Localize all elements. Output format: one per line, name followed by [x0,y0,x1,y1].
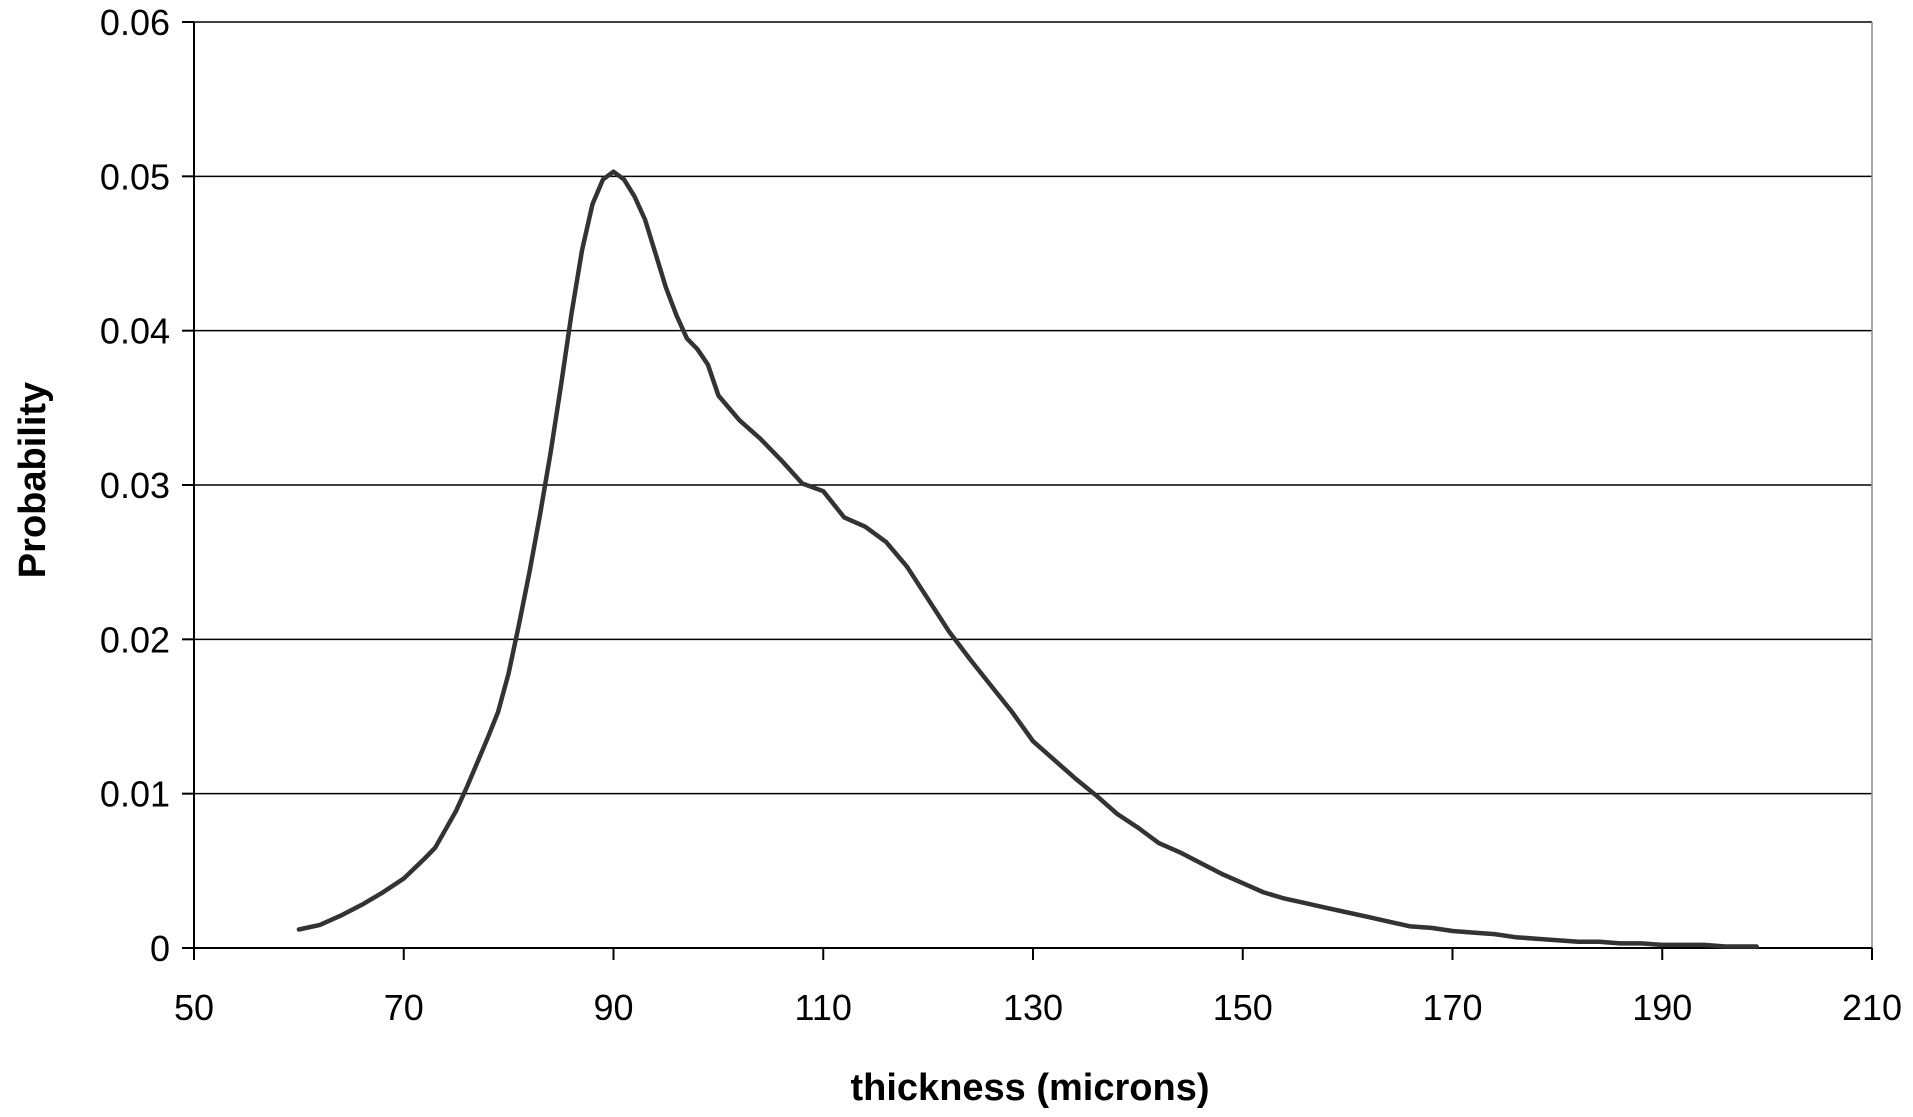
y-tick-label: 0.01 [100,774,170,815]
axes [182,21,1873,960]
series-line-0 [296,169,1759,949]
y-tick-label: 0 [150,928,170,969]
y-tick-label: 0.02 [100,619,170,660]
y-tick-label: 0.03 [100,465,170,506]
x-tick-label: 50 [174,987,214,1028]
x-tick-label: 210 [1842,987,1902,1028]
y-tick-label: 0.04 [100,311,170,352]
y-tick-label: 0.06 [100,2,170,43]
x-tick-label: 70 [384,987,424,1028]
series-lines [296,169,1759,949]
x-tick-label: 170 [1422,987,1482,1028]
y-tick-label: 0.05 [100,156,170,197]
x-tick-labels: 50 70 90 110 130 150 170 190 210 [174,987,1902,1028]
x-tick-label: 190 [1632,987,1692,1028]
x-tick-label: 130 [1003,987,1063,1028]
x-axis-title: thickness (microns) [851,1067,1210,1109]
x-tick-label: 110 [795,987,852,1028]
x-tick-label: 90 [593,987,633,1028]
y-tick-labels: 0 0.01 0.02 0.03 0.04 0.05 0.06 [100,2,170,969]
x-tick-label: 150 [1213,987,1273,1028]
y-axis-title: Probability [12,382,54,578]
gridlines [194,21,1872,795]
